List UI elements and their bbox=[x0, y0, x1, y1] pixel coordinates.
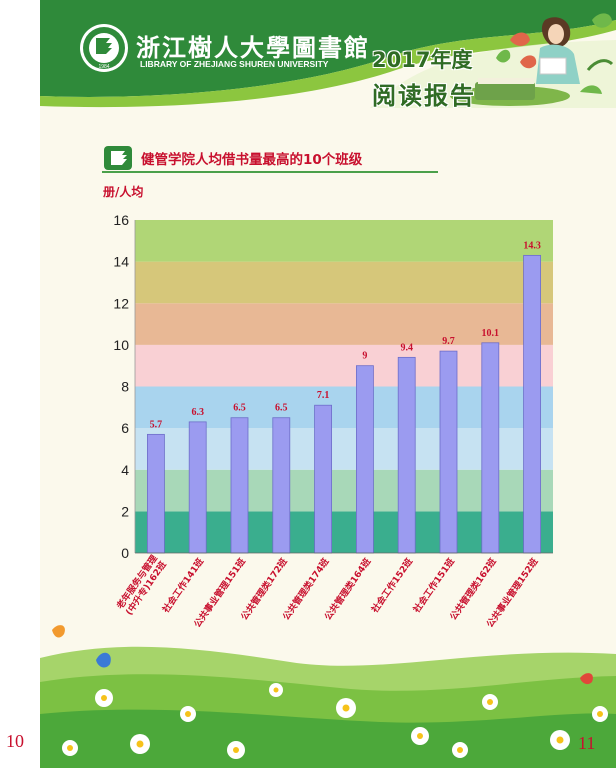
bar bbox=[439, 350, 458, 554]
library-name-en: LIBRARY OF ZHEJIANG SHUREN UNIVERSITY bbox=[140, 59, 329, 69]
x-category-label-line: 公共管理类174班 bbox=[280, 556, 332, 623]
bar-value-label: 5.7 bbox=[150, 419, 163, 430]
bar-chart: 0 2 4 6 8 10 12 14 16 5.7 老年服务与管理(中升专)162班 6.3 社会工作1… bbox=[113, 212, 553, 630]
bar bbox=[188, 421, 207, 554]
report-year: 2017年度 bbox=[372, 48, 473, 72]
bar bbox=[397, 356, 416, 554]
page-number-right: 11 bbox=[578, 733, 596, 753]
reading-girl-illustration bbox=[450, 13, 614, 106]
y-axis-unit-label: 册/人均 bbox=[103, 185, 144, 199]
x-category-label: 公共管理类174班 bbox=[280, 556, 332, 623]
left-margin bbox=[0, 0, 40, 768]
bar-value-label: 10.1 bbox=[482, 328, 500, 339]
section-book-icon bbox=[104, 146, 132, 170]
bar-value-label: 6.5 bbox=[275, 403, 288, 414]
x-category-label: 公共管理类162班 bbox=[447, 556, 499, 623]
chart-band bbox=[135, 303, 553, 345]
y-tick-label: 14 bbox=[113, 254, 129, 270]
page-number-left: 10 bbox=[6, 731, 24, 751]
bar bbox=[355, 365, 374, 554]
section-divider bbox=[102, 171, 438, 173]
bar bbox=[314, 404, 333, 554]
x-category-label-line: 公共管理类172班 bbox=[238, 556, 290, 623]
y-tick-label: 16 bbox=[113, 212, 129, 228]
bar bbox=[272, 417, 291, 554]
library-logo: 1984 浙江樹人大學圖書館 LIBRARY OF ZHEJIANG SHURE… bbox=[78, 22, 368, 74]
bar-value-label: 7.1 bbox=[317, 390, 330, 401]
y-tick-label: 0 bbox=[121, 545, 129, 561]
report-name: 阅读报告 bbox=[372, 82, 476, 110]
y-tick-label: 6 bbox=[121, 420, 129, 436]
x-category-label: 公共管理类164班 bbox=[322, 556, 374, 623]
x-category-label-line: 公共管理类164班 bbox=[322, 556, 374, 623]
section-title: 健管学院人均借书量最高的10个班级 bbox=[141, 152, 363, 168]
bar bbox=[481, 342, 500, 554]
library-name: 浙江樹人大學圖書館 bbox=[136, 33, 370, 62]
chart-band bbox=[135, 220, 553, 262]
bar-value-label: 9 bbox=[362, 351, 367, 362]
meadow-footer bbox=[40, 625, 616, 768]
x-category-label-line: 社会工作151班 bbox=[410, 556, 457, 616]
x-category-label: 社会工作152班 bbox=[368, 556, 415, 616]
header-banner bbox=[40, 0, 616, 108]
bar bbox=[523, 254, 541, 554]
bar-value-label: 14.3 bbox=[523, 240, 541, 251]
bar-value-label: 9.7 bbox=[442, 336, 455, 347]
butterfly-icon bbox=[52, 625, 65, 638]
library-seal-icon: 1984 bbox=[80, 24, 128, 72]
bar-value-label: 6.3 bbox=[191, 407, 204, 418]
bar bbox=[230, 417, 249, 554]
x-category-label-line: 社会工作152班 bbox=[368, 556, 415, 616]
bar-value-label: 9.4 bbox=[400, 342, 413, 353]
y-tick-label: 12 bbox=[113, 295, 129, 311]
butterfly-icon bbox=[580, 673, 593, 685]
y-tick-label: 10 bbox=[113, 337, 129, 353]
y-tick-label: 4 bbox=[121, 462, 129, 478]
x-category-label: 老年服务与管理(中升专)162班 bbox=[113, 553, 169, 618]
y-tick-label: 8 bbox=[121, 379, 129, 395]
chart-band bbox=[135, 261, 553, 304]
bar-value-label: 6.5 bbox=[233, 403, 246, 414]
x-category-label: 社会工作151班 bbox=[410, 556, 457, 616]
y-tick-label: 2 bbox=[121, 503, 129, 519]
x-category-label: 公共管理类172班 bbox=[238, 556, 290, 623]
svg-text:1984: 1984 bbox=[98, 64, 109, 70]
x-category-label-line: 公共管理类162班 bbox=[447, 556, 499, 623]
butterfly-icon bbox=[96, 652, 111, 668]
report-title: 2017年度 阅读报告 bbox=[372, 44, 476, 111]
bar bbox=[146, 433, 165, 554]
